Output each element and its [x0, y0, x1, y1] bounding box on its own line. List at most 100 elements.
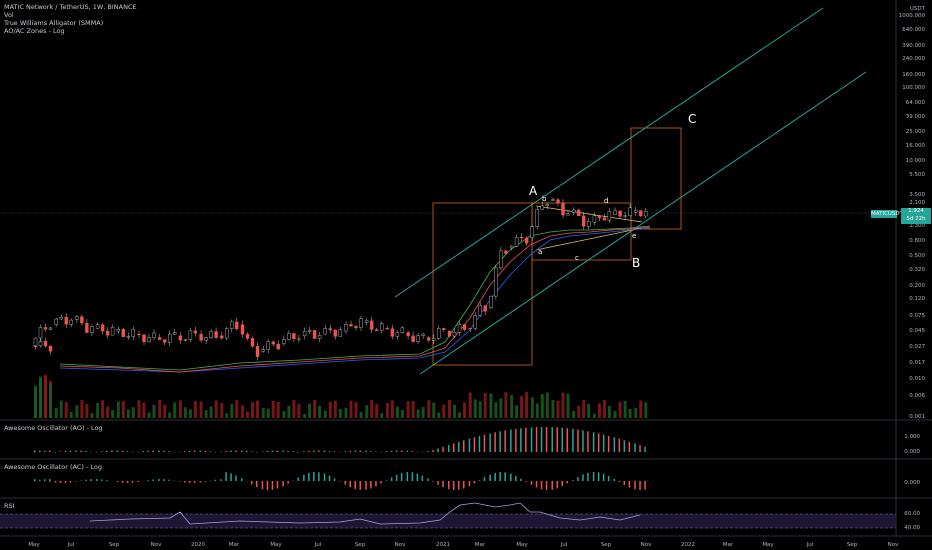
candle-body — [432, 338, 436, 341]
ac-bar — [152, 479, 154, 481]
volume-bar — [338, 408, 342, 418]
legend-alligator[interactable]: True Williams Alligator (SMMA) — [4, 19, 104, 27]
ao-bar — [276, 450, 279, 452]
wave-C-box[interactable] — [630, 127, 682, 230]
ac-bar — [411, 472, 414, 481]
volume-bar — [328, 401, 332, 418]
candle-body — [390, 328, 395, 337]
ao-bar — [592, 432, 595, 452]
volume-bar — [556, 400, 560, 418]
ac-bar — [644, 481, 646, 490]
volume-bar — [204, 410, 208, 418]
rsi-pane-label[interactable]: RSI — [4, 502, 15, 510]
price-tick: 0.006 — [909, 393, 925, 399]
ao-bar — [225, 451, 227, 452]
ac-bar — [582, 474, 584, 481]
ao-tick: 1.000 — [904, 434, 920, 440]
volume-bar — [137, 400, 141, 418]
ao-bar — [602, 434, 605, 452]
triangle-upper-line[interactable] — [535, 205, 643, 223]
ac-bar — [80, 480, 82, 482]
candle-body — [365, 320, 369, 323]
volume-bar — [96, 403, 100, 418]
ao-bar — [101, 451, 103, 452]
volume-bar — [111, 410, 115, 418]
candle-body — [225, 328, 229, 339]
ao-bar — [338, 451, 341, 453]
ac-bar — [468, 481, 471, 487]
ac-bar — [380, 481, 382, 484]
legend-ao-ac-zones[interactable]: AO/AC Zones - Log — [4, 27, 65, 35]
candle-body — [271, 341, 275, 345]
ao-bar — [395, 450, 398, 452]
ac-bar — [504, 472, 506, 481]
ao-tick: 0.000 — [904, 449, 920, 455]
time-tick: Sep — [847, 542, 858, 548]
time-tick: 2021 — [436, 542, 450, 548]
ao-bar — [230, 450, 232, 452]
candle-body — [478, 305, 482, 316]
channel-lower-line[interactable] — [419, 71, 867, 375]
wave-A-box[interactable] — [432, 202, 533, 366]
legend-title[interactable]: MATIC Network / TetherUS, 1W, BINANCE — [4, 3, 137, 11]
ao-bar — [318, 450, 320, 452]
triangle-lower-line[interactable] — [535, 227, 643, 251]
volume-bar — [644, 402, 648, 418]
candle-body — [204, 337, 208, 341]
ao-bar — [504, 430, 506, 452]
volume-bar — [400, 410, 404, 418]
volume-bar — [271, 400, 275, 418]
candle-body — [54, 318, 58, 325]
candle-body — [323, 328, 327, 335]
ao-bar — [49, 450, 51, 452]
ao-bar — [266, 450, 269, 452]
channel-upper-line[interactable] — [394, 7, 824, 298]
time-tick: May — [762, 542, 774, 548]
ao-bar — [597, 433, 600, 452]
ao-bar — [39, 450, 41, 452]
volume-bar — [147, 412, 151, 418]
volume-bar — [297, 403, 301, 418]
price-tick: 0.001 — [909, 414, 925, 420]
volume-bar — [333, 400, 337, 418]
volume-bar — [463, 402, 466, 418]
ao-bar — [448, 445, 450, 452]
volume-bar — [365, 405, 369, 418]
candle-body — [468, 328, 472, 330]
candle-body — [494, 267, 498, 297]
price-tick: 1.300 — [909, 223, 925, 229]
ao-bar — [572, 428, 574, 452]
price-scale[interactable]: USDT 1000.000 640.000 390.000 240.000 16… — [899, 6, 926, 420]
price-tick: 640.000 — [902, 27, 925, 33]
candle-body — [519, 236, 524, 239]
candle-body — [592, 215, 597, 223]
time-tick: Sep — [601, 542, 612, 548]
ao-bar — [158, 450, 160, 452]
volume-bar — [478, 401, 482, 418]
volume-bar — [188, 409, 192, 418]
ac-bar — [34, 481, 36, 482]
volume-bar — [551, 400, 555, 418]
ao-bar — [489, 433, 491, 452]
volume-bar — [303, 413, 307, 418]
time-tick: 2022 — [681, 542, 695, 548]
candle-body — [602, 217, 607, 221]
volume-bar — [276, 401, 280, 418]
time-tick: 2020 — [191, 542, 205, 548]
time-axis[interactable]: May Jul Sep Nov 2020 Mar May Jul Sep Nov… — [28, 542, 899, 548]
ac-bar — [54, 481, 57, 483]
candle-body — [328, 328, 332, 331]
volume-bar — [126, 409, 130, 418]
legend-volume[interactable]: Vol — [4, 11, 14, 19]
ac-pane-label[interactable]: Awesome Oscillator (AC) - Log — [4, 463, 103, 471]
candle-body — [380, 323, 384, 331]
ao-pane-label[interactable]: Awesome Oscillator (AO) - Log — [4, 424, 103, 432]
volume-bar — [349, 400, 353, 418]
ac-bar — [75, 481, 77, 482]
ao-bar — [416, 451, 419, 453]
ao-bar — [214, 451, 217, 453]
candles-group — [33, 197, 648, 361]
ao-bar — [303, 451, 305, 452]
candle-body — [644, 210, 648, 217]
